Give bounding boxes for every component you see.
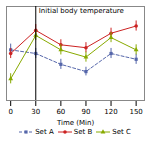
svg-text:Initial body temperature: Initial body temperature (39, 7, 124, 15)
html-text:Set B: Set B (73, 128, 93, 136)
svg-text:0: 0 (8, 108, 12, 116)
html-text:Set A: Set A (35, 128, 54, 136)
svg-text:90: 90 (81, 108, 90, 116)
svg-text:60: 60 (56, 108, 65, 116)
svg-text:Time (Min): Time (Min) (56, 119, 95, 127)
svg-text:150: 150 (129, 108, 142, 116)
svg-text:30: 30 (31, 108, 40, 116)
svg-text:120: 120 (104, 108, 117, 116)
html-text:Set C: Set C (112, 128, 131, 136)
